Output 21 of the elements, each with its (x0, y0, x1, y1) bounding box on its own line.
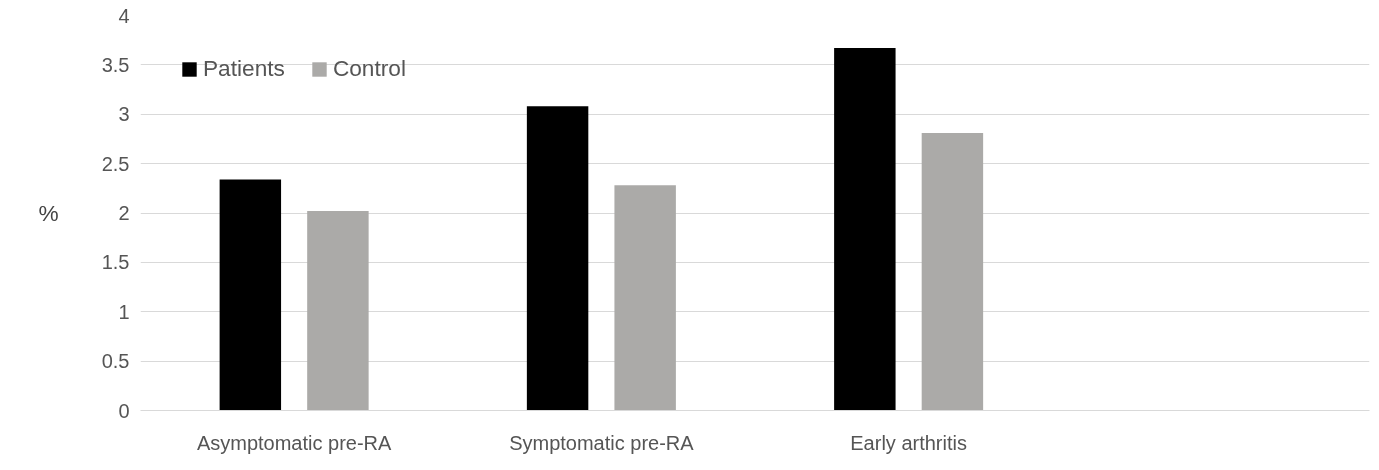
legend-label: Patients (203, 55, 285, 82)
bar (219, 179, 282, 411)
bar (307, 211, 369, 411)
y-tick-label: 1.5 (101, 251, 130, 274)
y-tick-label: 0 (118, 399, 130, 422)
y-tick-label: 4 (118, 4, 130, 27)
legend-label: Control (332, 55, 406, 82)
y-tick-label: 3.5 (101, 53, 130, 76)
bar (526, 106, 589, 411)
y-axis-title: % (38, 200, 59, 226)
bar (614, 185, 676, 411)
x-tick-label: Symptomatic pre-RA (509, 431, 695, 454)
bar (834, 48, 896, 411)
bar (921, 133, 984, 411)
x-tick-label: Asymptomatic pre-RA (196, 431, 393, 454)
y-tick-label: 2.5 (101, 152, 130, 175)
y-tick-label: 2 (118, 202, 130, 224)
y-tick-label: 1 (118, 300, 130, 323)
y-tick-label: 0.5 (101, 350, 130, 373)
x-tick-label: Early arthritis (850, 431, 967, 454)
y-tick-label: 3 (118, 103, 130, 126)
